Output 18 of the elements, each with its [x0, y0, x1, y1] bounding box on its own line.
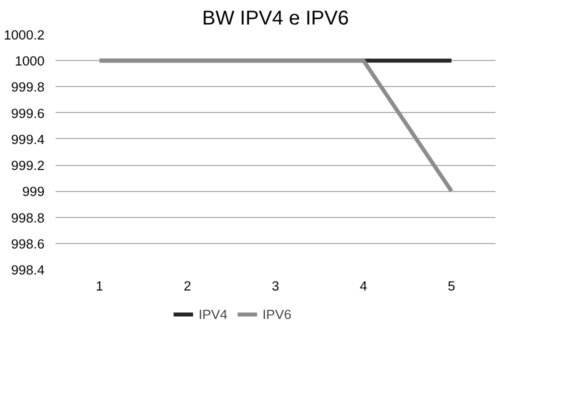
y-tick-label: 1000.2 — [4, 28, 44, 42]
x-tick-label: 3 — [272, 278, 280, 294]
x-tick-label: 2 — [184, 278, 192, 294]
y-tick-label: 998.4 — [11, 262, 46, 278]
y-tick-label: 999.2 — [11, 158, 45, 174]
legend-label: IPV4 — [198, 306, 228, 322]
chart-title: BW IPV4 e IPV6 — [202, 8, 349, 30]
y-tick-label: 999 — [22, 184, 45, 200]
y-tick-label: 998.6 — [11, 236, 45, 252]
legend-label: IPV6 — [262, 306, 292, 322]
x-tick-label: 1 — [96, 278, 104, 294]
y-tick-label: 999.4 — [11, 132, 46, 147]
y-tick-label: 999.6 — [11, 106, 45, 121]
y-tick-label: 1000 — [14, 54, 45, 69]
x-tick-label: 4 — [360, 278, 368, 294]
y-tick-label: 998.8 — [11, 210, 45, 226]
x-tick-label: 5 — [448, 278, 456, 294]
y-tick-label: 999.8 — [11, 80, 45, 95]
